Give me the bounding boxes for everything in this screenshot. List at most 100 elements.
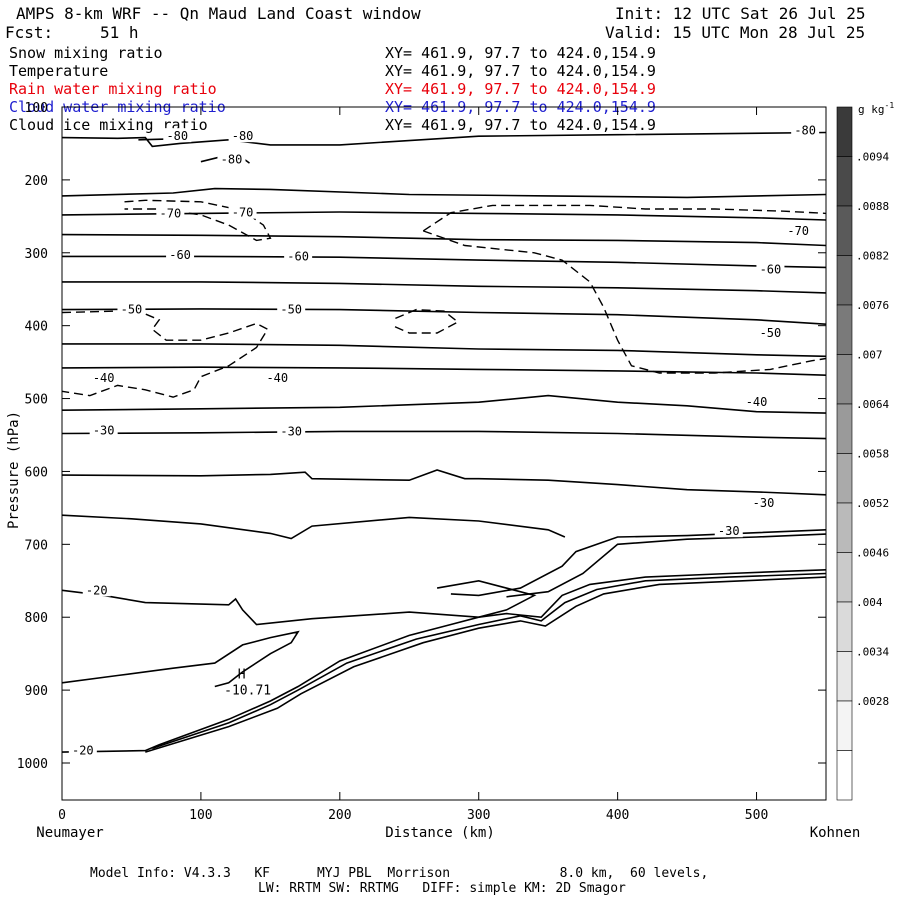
colorbar-label: .0064 (856, 398, 889, 411)
contour-label: -50 (280, 303, 302, 317)
temperature-contour-line (62, 281, 826, 294)
temperature-contours (62, 131, 826, 753)
y-tick-label: 700 (25, 538, 48, 553)
contour-label: -30 (753, 496, 775, 510)
contour-label-bg (714, 523, 743, 538)
colorbar-swatch (836, 651, 853, 702)
field-rain-xy: XY= 461.9, 97.7 to 424.0,154.9 (385, 80, 656, 98)
y-tick-label: 600 (25, 465, 48, 480)
h-marker-value: -10.71 (224, 683, 271, 698)
colorbar-swatch (836, 750, 853, 801)
temperature-contour-line (450, 529, 826, 597)
contour-label-bg (749, 494, 778, 509)
model-info: Model Info: V4.3.3 KF MYJ PBL Morrison 8… (90, 866, 709, 881)
temperature-contour-line (62, 469, 826, 496)
temperature-contour-line (62, 430, 826, 440)
cloud-ice-contour-line (422, 230, 826, 374)
temperature-contour-line (62, 366, 826, 376)
contour-label-bg (89, 422, 118, 437)
contour-label-bg (284, 248, 313, 263)
contour-label: -30 (280, 424, 302, 438)
colorbar-swatch (836, 156, 853, 207)
contour-label: -70 (232, 206, 254, 220)
temperature-contour-line (62, 211, 826, 221)
contour-label: -60 (287, 249, 309, 263)
temperature-contour-line (138, 138, 167, 141)
colorbar-swatch (836, 552, 853, 603)
colorbar-label: .007 (856, 349, 883, 362)
colorbar-unit-exp: -1 (885, 101, 895, 110)
init-time: Init: 12 UTC Sat 26 Jul 25 (615, 4, 866, 23)
y-tick-label: 500 (25, 393, 48, 408)
contour-label-bg (117, 301, 146, 316)
contour-labels: -80 -80 -80 -80 -70 -70 -70 -60 -60 -60 -50 -50 -50 -… (68, 122, 820, 758)
contour-label: -40 (93, 371, 115, 385)
y-tick-label: 900 (25, 684, 48, 699)
contour-label: -30 (93, 424, 115, 438)
contour-label-bg (228, 128, 257, 143)
x-tick-label: 300 (467, 808, 490, 823)
temperature-contour-line (62, 569, 826, 753)
x-axis-label: Distance (km) (385, 825, 495, 841)
y-tick-label: 300 (25, 247, 48, 262)
colorbar: .0094 .0088 .0082 .0076 .007 .0064 .0058 .0052.… (836, 106, 889, 801)
temperature-contour-line (62, 394, 826, 414)
cloud-ice-contour-line (422, 204, 826, 232)
contour-label: -80 (166, 129, 188, 143)
contour-label-bg (742, 394, 771, 409)
contour-label-bg (277, 423, 306, 438)
contour-label: -70 (160, 206, 182, 220)
plot-frame (61, 106, 827, 801)
temperature-contour-line (62, 514, 566, 540)
field-temperature-xy: XY= 461.9, 97.7 to 424.0,154.9 (385, 62, 656, 80)
colorbar-label: .0088 (856, 200, 889, 213)
x-tick-label: 500 (745, 808, 768, 823)
colorbar-unit-text: g kg (858, 103, 885, 116)
cloud-ice-contours (62, 199, 826, 398)
field-cloud-ice-xy: XY= 461.9, 97.7 to 424.0,154.9 (385, 116, 656, 134)
contour-label: -40 (746, 395, 768, 409)
contour-label: -50 (760, 326, 782, 340)
colorbar-swatch (836, 601, 853, 652)
y-tick-label: 200 (25, 174, 48, 189)
field-snow-name: Snow mixing ratio (9, 44, 163, 62)
temperature-contour-line (62, 308, 826, 325)
colorbar-unit: g kg-1 (858, 101, 894, 116)
cloud-ice-contour-line (392, 308, 460, 334)
y-axis-label: Pressure (hPa) (6, 411, 22, 529)
temperature-contour-line (506, 533, 826, 598)
y-tick-label: 1000 (17, 757, 48, 772)
contour-label: -80 (232, 129, 254, 143)
x-left-station: Neumayer (36, 825, 103, 841)
contour-label-bg (263, 370, 292, 385)
contour-label-bg (277, 301, 306, 316)
valid-time: Valid: 15 UTC Mon 28 Jul 25 (605, 23, 866, 42)
colorbar-swatch (836, 453, 853, 504)
colorbar-label: .0094 (856, 151, 889, 164)
contour-label: -80 (221, 152, 243, 166)
contour-label: -20 (72, 744, 94, 758)
contour-label-bg (68, 742, 97, 757)
colorbar-label: .004 (856, 596, 883, 609)
colorbar-swatch (836, 304, 853, 355)
model-info-physics: LW: RRTM SW: RRTMG DIFF: simple KM: 2D S… (258, 881, 626, 896)
contour-label: -20 (86, 583, 108, 597)
contour-label: -70 (787, 224, 809, 238)
colorbar-label: .0028 (856, 695, 889, 708)
colorbar-swatch (836, 354, 853, 405)
colorbar-swatch (836, 106, 853, 157)
temperature-contour-line (145, 576, 826, 753)
temperature-contour-line (62, 187, 826, 199)
colorbar-label: .0082 (856, 250, 889, 263)
contour-label-bg (89, 370, 118, 385)
temperature-contour-line (62, 343, 826, 358)
contour-label-bg (156, 205, 185, 220)
h-marker: H (238, 667, 246, 682)
forecast-label: Fcst: (5, 23, 54, 42)
colorbar-swatch (836, 255, 853, 306)
contour-label-bg (166, 246, 195, 261)
field-rain-name: Rain water mixing ratio (9, 80, 217, 98)
colorbar-label: .0076 (856, 299, 889, 312)
x-tick-label: 100 (189, 808, 212, 823)
